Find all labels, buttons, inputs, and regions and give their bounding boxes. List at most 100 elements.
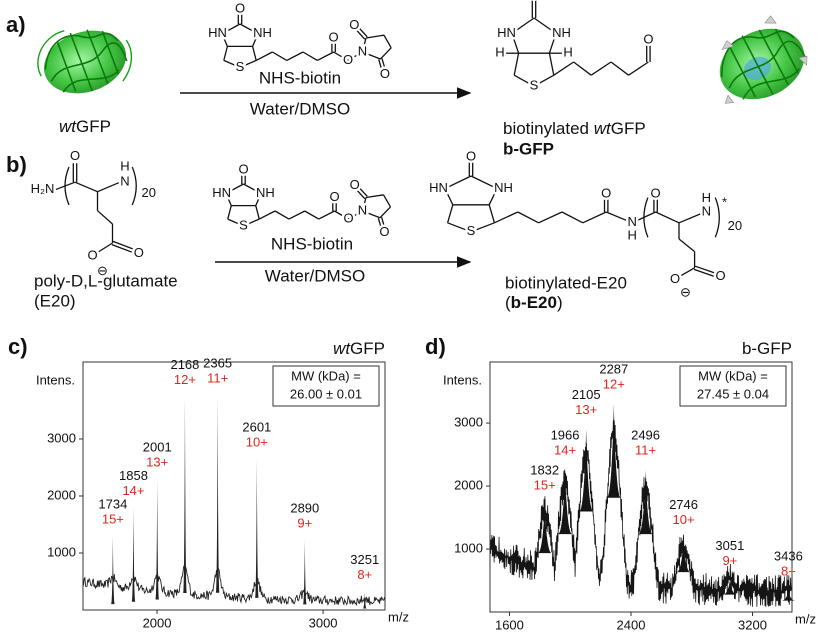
bond: [382, 194, 392, 208]
panel-label: c): [8, 334, 28, 359]
bond: [655, 211, 680, 224]
mw-value: 27.45 ± 0.04: [697, 386, 769, 401]
reagent-label: NHS-biotin: [271, 234, 353, 253]
peak: [215, 395, 220, 593]
bond: [255, 193, 262, 206]
label-part: wt: [594, 119, 612, 138]
peak: [362, 591, 367, 609]
plot-frame: [489, 361, 793, 613]
bracket: [64, 166, 70, 206]
atom-label: *: [722, 194, 727, 209]
bond: [318, 210, 335, 220]
product-label: biotinylated wtGFP: [503, 119, 646, 138]
atom-label: O: [670, 271, 680, 286]
bond: [517, 211, 539, 224]
peak-mz-label: 1832: [530, 462, 559, 477]
gfp-illustration: [37, 29, 133, 94]
atom-label: HN: [429, 180, 448, 195]
bond: [513, 74, 535, 87]
peak-charge-label: 14+: [554, 443, 576, 458]
peak-mz-label: 2168: [170, 357, 199, 372]
bond: [288, 210, 306, 220]
peak: [537, 504, 552, 554]
peak-charge-label: 10+: [246, 434, 268, 449]
peak-charge-label: 11+: [207, 371, 228, 386]
product-label: biotinylated-E20: [505, 273, 627, 292]
bond: [227, 205, 232, 220]
bond: [286, 51, 304, 61]
bond: [348, 210, 363, 220]
bond: [610, 61, 629, 76]
spectrum-trace: [490, 419, 792, 607]
peak-mz-label: 2001: [143, 439, 172, 454]
peak: [255, 458, 259, 598]
atom-label: O: [343, 211, 353, 226]
panel-label: a): [6, 12, 26, 37]
panel-label: d): [425, 334, 446, 359]
spectrum-trace: [83, 563, 385, 606]
chart-title: wtGFP: [333, 339, 385, 358]
y-tick-label: 3000: [47, 430, 76, 445]
bond: [381, 217, 386, 230]
bond: [553, 61, 574, 76]
x-axis-label: m/z: [388, 609, 409, 624]
atom-label: O: [601, 185, 611, 200]
atom-label: S: [530, 78, 539, 93]
atom-label: O: [651, 185, 661, 200]
bond: [361, 37, 367, 53]
x-axis-label: m/z: [795, 611, 816, 626]
bond: [379, 47, 392, 60]
bond: [355, 188, 366, 200]
solvent-label: Water/DMSO: [250, 99, 350, 118]
bracket: [131, 166, 137, 206]
atom-label: H: [120, 158, 129, 173]
peak-charge-label: 15+: [102, 511, 124, 526]
atom-label: NH: [552, 25, 571, 40]
atom-label: ⊖: [97, 263, 108, 278]
peak-mz-label: 2287: [599, 362, 628, 377]
bond: [355, 28, 366, 40]
atom-label: O: [350, 177, 360, 192]
bond: [274, 210, 290, 220]
bond: [225, 183, 244, 195]
peak: [579, 429, 594, 512]
peak: [606, 404, 621, 498]
bond: [255, 205, 260, 220]
bond: [239, 23, 259, 35]
bond: [304, 210, 320, 220]
peak: [676, 539, 691, 573]
peak-mz-label: 2746: [669, 497, 698, 512]
peak-mz-label: 3051: [715, 538, 744, 553]
reagent-label: NHS-biotin: [259, 68, 341, 87]
bond: [227, 218, 244, 227]
atom-label: O: [343, 52, 353, 67]
atom-label: S: [239, 217, 248, 232]
bond: [362, 210, 381, 219]
atom-label: HN: [212, 185, 231, 200]
bond: [223, 59, 241, 68]
mw-label: MW (kDa) =: [291, 368, 361, 383]
atom-label: N: [358, 202, 367, 217]
bond: [488, 188, 498, 206]
atom-label: S: [467, 223, 476, 238]
bond: [470, 222, 495, 233]
atom-label: O: [238, 161, 248, 176]
atom-label: H: [563, 45, 572, 60]
atom-label: NH: [253, 25, 272, 40]
peak-mz-label: 2601: [242, 419, 271, 434]
bond: [444, 188, 454, 206]
atom-label: NH: [494, 180, 513, 195]
bond: [347, 51, 363, 61]
bond: [548, 33, 557, 54]
peak-charge-label: 10+: [673, 512, 695, 527]
bond: [302, 51, 318, 61]
bond: [494, 211, 519, 224]
bond: [252, 33, 259, 47]
peak-charge-label: 12+: [174, 372, 196, 387]
bracket: [714, 197, 720, 238]
peak-mz-label: 1734: [98, 496, 127, 511]
bond: [255, 51, 273, 61]
y-tick-label: 1000: [47, 544, 76, 559]
atom-label: O: [380, 66, 390, 81]
bond: [239, 59, 257, 68]
